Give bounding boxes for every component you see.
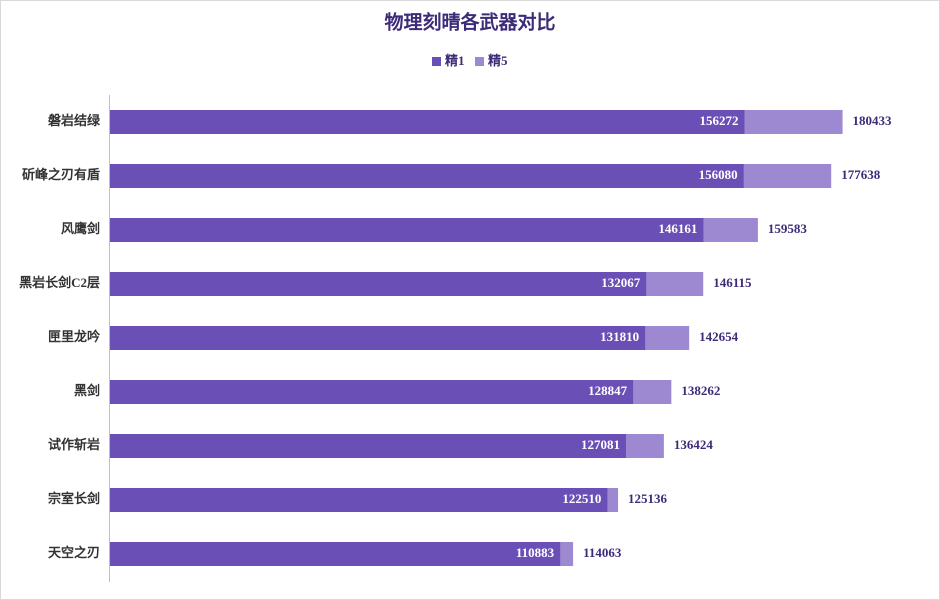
chart-title: 物理刻晴各武器对比 [384,10,555,33]
y-tick-label: 试作斩岩 [48,437,100,452]
bar [110,488,608,512]
value-label: 138262 [681,383,720,398]
value-label: 125136 [628,491,668,506]
bar [110,164,744,188]
y-tick-label: 匣里龙吟 [48,329,100,344]
bar [110,218,704,242]
bar [110,326,646,350]
y-tick-label: 宗室长剑 [48,491,100,506]
value-label: 177638 [841,167,881,182]
y-tick-label: 磐岩结绿 [48,113,101,128]
y-tick-label: 风鹰剑 [61,221,100,236]
value-label: 156080 [699,167,738,182]
bar [110,272,647,296]
bar [110,434,626,458]
value-label: 122510 [562,491,601,506]
value-label: 114063 [583,545,622,560]
y-tick-label: 天空之刃 [48,545,100,560]
value-label: 128847 [588,383,628,398]
value-label: 136424 [674,437,714,452]
value-label: 127081 [581,437,620,452]
y-tick-label: 斫峰之刃有盾 [22,167,100,182]
y-tick-label: 黑剑 [74,383,100,398]
bar [110,380,634,404]
legend-swatch [475,57,484,66]
value-label: 159583 [768,221,808,236]
value-label: 146115 [713,275,752,290]
value-label: 156272 [699,113,738,128]
value-label: 146161 [658,221,697,236]
legend-label: 精5 [488,53,508,68]
y-tick-label: 黑岩长剑C2层 [19,275,100,290]
value-label: 180433 [853,113,893,128]
legend-swatch [432,57,441,66]
legend-label: 精1 [445,53,465,68]
value-label: 132067 [601,275,641,290]
value-label: 110883 [516,545,555,560]
value-label: 142654 [699,329,739,344]
bar [110,110,745,134]
value-label: 131810 [600,329,639,344]
bar [110,542,561,566]
